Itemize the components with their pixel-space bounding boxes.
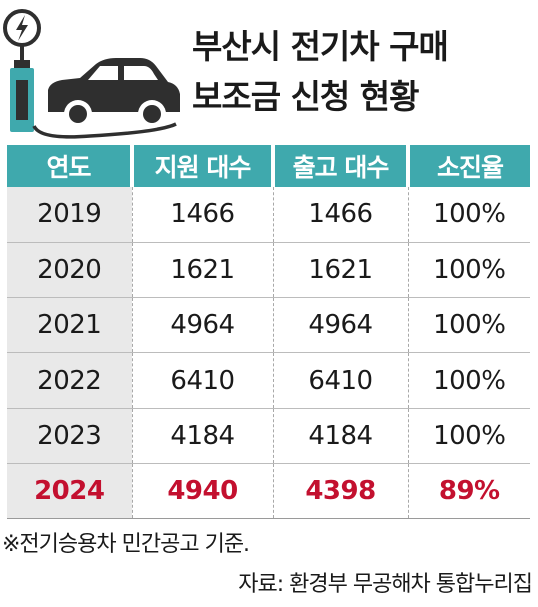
table-row: 2019 1466 1466 100% (7, 187, 530, 243)
cell-year: 2020 (7, 242, 132, 299)
cell-support: 1621 (131, 242, 273, 299)
cell-released: 4184 (272, 408, 408, 464)
cell-year: 2024 (7, 463, 132, 520)
cell-rate: 89% (407, 463, 530, 520)
header-exhaustion-rate: 소진율 (406, 145, 530, 187)
title-line-2: 보조금 신청 현황 (192, 77, 420, 116)
table-row: 2022 6410 6410 100% (7, 352, 530, 409)
cell-released: 1621 (272, 242, 408, 299)
cell-released: 1466 (272, 187, 408, 243)
cell-rate: 100% (407, 297, 530, 354)
ev-charger-icon (3, 9, 41, 132)
cell-year: 2019 (7, 187, 132, 243)
table-header-row: 연도 지원 대수 출고 대수 소진율 (7, 145, 530, 187)
footnote: ※전기승용차 민간공고 기준. (2, 532, 250, 557)
cell-rate: 100% (407, 408, 530, 464)
chart-title: 부산시 전기차 구매 보조금 신청 현황 (192, 22, 532, 122)
header-year: 연도 (7, 145, 132, 187)
cell-support: 4964 (131, 297, 273, 354)
source-credit: 자료: 환경부 무공해차 통합누리집 (238, 572, 533, 597)
table-row: 2020 1621 1621 100% (7, 242, 530, 299)
cell-support: 4184 (131, 408, 273, 464)
cell-year: 2021 (7, 297, 132, 354)
cell-support: 4940 (131, 463, 273, 520)
cell-support: 1466 (131, 187, 273, 243)
subsidy-table: 연도 지원 대수 출고 대수 소진율 2019 1466 1466 100% 2… (7, 145, 530, 520)
charging-cable (32, 122, 177, 139)
ev-charging-illustration (3, 9, 180, 139)
title-line-1: 부산시 전기차 구매 (192, 27, 449, 66)
cell-rate: 100% (407, 187, 530, 243)
header-release-count: 출고 대수 (271, 145, 408, 187)
cell-rate: 100% (407, 242, 530, 299)
cell-rate: 100% (407, 352, 530, 409)
header-support-count: 지원 대수 (130, 145, 273, 187)
cell-released: 4964 (272, 297, 408, 354)
car-icon (48, 58, 180, 128)
cell-support: 6410 (131, 352, 273, 409)
table-row-highlight: 2024 4940 4398 89% (7, 463, 530, 520)
table-row: 2023 4184 4184 100% (7, 408, 530, 464)
table-row: 2021 4964 4964 100% (7, 297, 530, 354)
cell-released: 6410 (272, 352, 408, 409)
cell-year: 2023 (7, 408, 132, 464)
cell-released: 4398 (272, 463, 408, 520)
cell-year: 2022 (7, 352, 132, 409)
